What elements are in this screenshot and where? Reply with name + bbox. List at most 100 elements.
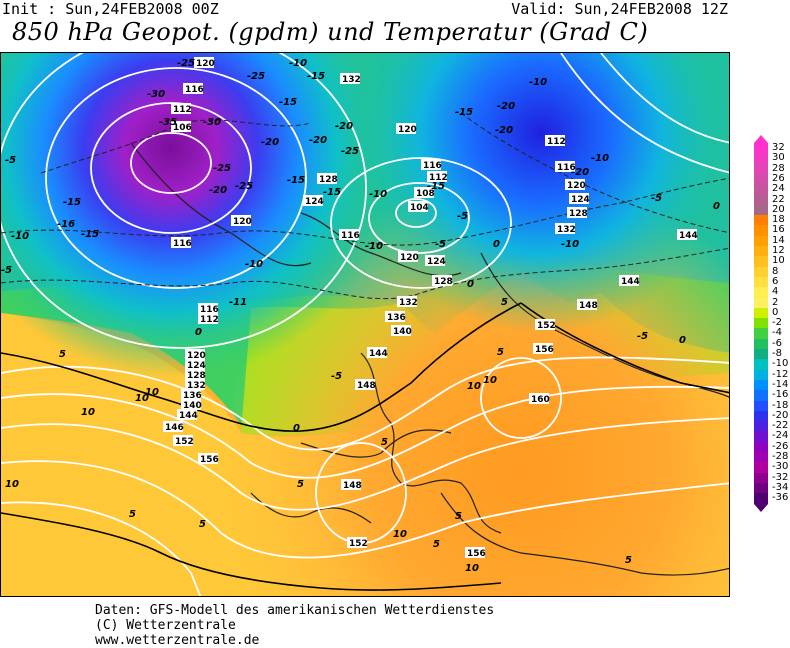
scale-label: 4 — [772, 286, 779, 298]
gp-label-39: 156 — [198, 453, 219, 465]
temp-label: 10 — [465, 563, 479, 574]
gp-label-50: 112 — [198, 313, 219, 325]
temp-label: -15 — [279, 97, 297, 108]
gp-label-20: 136 — [385, 311, 406, 323]
scale-label: 8 — [772, 265, 779, 277]
temp-label: -15 — [81, 229, 99, 240]
gp-label-36: 148 — [341, 479, 362, 491]
gp-label-47: 146 — [163, 421, 184, 433]
scale-swatch — [754, 390, 768, 401]
scale-label: 0 — [772, 306, 779, 318]
scale-swatch — [754, 307, 768, 319]
svg-text:160: 160 — [531, 395, 550, 405]
scale-swatch — [754, 287, 768, 298]
gp-label-5: 132 — [340, 73, 361, 85]
svg-text:128: 128 — [569, 209, 588, 219]
temp-label: 5 — [381, 437, 388, 448]
scale-swatch — [754, 400, 768, 412]
gp-label-24: 152 — [535, 319, 556, 331]
gp-label-2: 116 — [183, 83, 204, 95]
gp-label-12: 116 — [421, 159, 442, 171]
scale-swatch — [754, 359, 768, 371]
scale-label: 10 — [772, 255, 785, 267]
scale-swatch — [754, 266, 768, 278]
gp-label-22: 144 — [367, 347, 388, 359]
scale-swatch — [754, 143, 768, 154]
svg-text:148: 148 — [357, 381, 376, 391]
temp-label: -30 — [147, 89, 165, 100]
temp-label: -15 — [287, 175, 305, 186]
scale-swatch — [754, 256, 768, 268]
scale-label: -2 — [772, 317, 782, 329]
scale-label: -30 — [772, 461, 789, 473]
scale-swatch — [754, 349, 768, 360]
cold-core-north — [1, 53, 729, 596]
temp-label: -25 — [213, 163, 231, 174]
gp-label-9: 116 — [339, 229, 360, 241]
temp-label: 0 — [293, 423, 300, 434]
gp-label-13: 112 — [427, 171, 448, 183]
gp-label-11: 116 — [171, 237, 192, 249]
scale-swatch — [754, 441, 768, 453]
temp-label: -25 — [247, 71, 265, 82]
scale-swatch — [754, 472, 768, 484]
init-time: Init : Sun,24FEB2008 00Z — [2, 0, 219, 18]
scale-swatch — [754, 297, 768, 309]
coastlines — [130, 142, 729, 576]
temp-label: 0 — [195, 327, 202, 338]
gp-label-4: 106 — [171, 121, 192, 133]
gp-label-6: 120 — [396, 123, 417, 135]
scale-label: 30 — [772, 152, 785, 164]
gp-label-37: 152 — [347, 537, 368, 549]
scale-swatch — [754, 246, 768, 257]
svg-text:120: 120 — [187, 351, 206, 361]
scale-label: 6 — [772, 275, 779, 287]
temp-label: 5 — [501, 297, 508, 308]
svg-text:156: 156 — [200, 455, 219, 465]
scale-label: -10 — [772, 358, 789, 370]
temp-label: 5 — [625, 555, 632, 566]
footer-data-source: Daten: GFS-Modell des amerikanischen Wet… — [95, 603, 495, 618]
temp-label: -10 — [529, 77, 547, 88]
temp-label: 5 — [199, 519, 206, 530]
svg-text:128: 128 — [187, 371, 206, 381]
svg-text:124: 124 — [187, 361, 206, 371]
gp-label-33: 144 — [677, 229, 698, 241]
temp-label: 10 — [483, 375, 497, 386]
svg-text:116: 116 — [423, 161, 442, 171]
svg-text:152: 152 — [349, 539, 368, 549]
gp-label-16: 120 — [398, 251, 419, 263]
scale-label: -24 — [772, 430, 789, 442]
gp-label-44: 136 — [181, 389, 202, 401]
temp-label: -5 — [1, 265, 12, 276]
scale-swatch — [754, 163, 768, 175]
gp-label-27: 112 — [545, 135, 566, 147]
temp-label: -5 — [5, 155, 16, 166]
scale-swatch — [754, 328, 768, 340]
svg-text:124: 124 — [305, 197, 324, 207]
scale-label: -26 — [772, 440, 789, 452]
scale-swatch — [754, 204, 768, 216]
gp-label-35: 148 — [577, 299, 598, 311]
temp-label: -10 — [561, 239, 579, 250]
svg-text:156: 156 — [467, 549, 486, 559]
scale-swatch — [754, 338, 768, 350]
gp-label-43: 132 — [185, 379, 206, 391]
temp-label: -20 — [335, 121, 353, 132]
scale-label: -36 — [772, 492, 789, 504]
scale-label: -32 — [772, 471, 789, 483]
scale-swatch — [754, 369, 768, 381]
svg-text:144: 144 — [679, 231, 698, 241]
svg-text:124: 124 — [427, 257, 446, 267]
temp-label: 5 — [433, 539, 440, 550]
geopotential-labels: 120 116 112 106 132 120 128 124 116 120 … — [163, 57, 698, 559]
temp-label: 0 — [493, 239, 500, 250]
scale-label: 32 — [772, 142, 785, 153]
svg-text:140: 140 — [183, 401, 202, 411]
gp-label-32: 132 — [555, 223, 576, 235]
scale-label: 26 — [772, 172, 785, 184]
footer: Daten: GFS-Modell des amerikanischen Wet… — [95, 603, 494, 648]
temp-label: -5 — [435, 239, 446, 250]
temp-label: -15 — [455, 107, 473, 118]
svg-text:140: 140 — [393, 327, 412, 337]
